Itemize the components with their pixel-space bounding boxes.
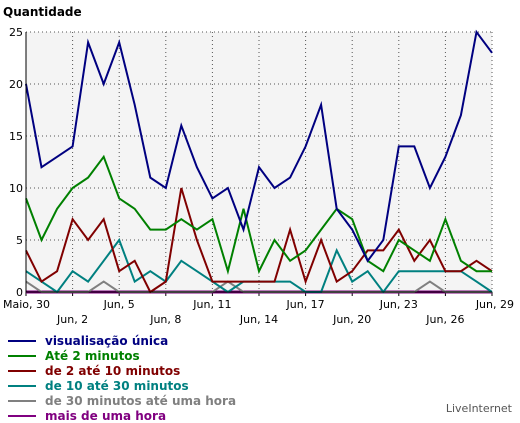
x-tick-label: Jun, 29 <box>475 298 514 311</box>
y-tick-label: 25 <box>9 26 23 39</box>
legend-label: de 30 minutos até uma hora <box>45 393 237 408</box>
legend-swatch <box>8 399 36 402</box>
series-line-1 <box>25 29 493 263</box>
x-tick-labels: Maio, 30 Jun, 2 Jun, 5 Jun, 8 Jun, 11 Jun, 14… <box>3 292 514 326</box>
legend-swatch <box>8 354 36 357</box>
y-tick-label: 0 <box>16 286 23 299</box>
x-tick-label: Maio, 30 <box>3 298 50 311</box>
credit-label: LiveInternet <box>445 402 512 415</box>
y-tick-label: 10 <box>9 182 23 195</box>
x-tick-label: Jun, 14 <box>239 313 278 326</box>
y-axis-title: Quantidade <box>3 5 82 19</box>
legend-item: visualisação única <box>8 333 236 348</box>
x-tick-label: Jun, 5 <box>103 298 135 311</box>
legend-item: Até 2 minutos <box>8 348 236 363</box>
x-tick-label: Jun, 23 <box>379 298 418 311</box>
y-tick-label: 20 <box>9 78 23 91</box>
series-line-3 <box>25 187 493 294</box>
x-tick-label: Jun, 17 <box>286 298 325 311</box>
series-line-2 <box>25 154 492 275</box>
legend-swatch <box>8 384 36 387</box>
legend-label: mais de uma hora <box>45 408 167 423</box>
legend-label: de 2 até 10 minutos <box>45 363 181 378</box>
legend-swatch <box>8 339 36 342</box>
legend-swatch <box>8 369 36 372</box>
y-tick-label: 15 <box>9 130 23 143</box>
legend-item: de 2 até 10 minutos <box>8 363 236 378</box>
grid-lines <box>26 31 493 292</box>
legend-swatch <box>8 414 36 417</box>
legend-item: de 30 minutos até uma hora <box>8 393 236 408</box>
line-chart: Quantidade 0 5 10 15 20 25 Maio, 30 Jun, 2 Jun,… <box>3 5 514 326</box>
y-tick-labels: 0 5 10 15 20 25 <box>9 26 23 299</box>
legend-label: de 10 até 30 minutos <box>45 378 189 393</box>
legend-label: visualisação única <box>45 333 169 348</box>
x-tick-label: Jun, 8 <box>149 313 181 326</box>
legend: visualisação única Até 2 minutos de 2 até … <box>8 333 236 423</box>
x-tick-label: Jun, 11 <box>192 298 231 311</box>
legend-label: Até 2 minutos <box>45 348 140 363</box>
legend-item: mais de uma hora <box>8 408 236 423</box>
legend-item: de 10 até 30 minutos <box>8 378 236 393</box>
x-tick-label: Jun, 20 <box>332 313 371 326</box>
x-tick-label: Jun, 26 <box>425 313 464 326</box>
x-tick-label: Jun, 2 <box>56 313 88 326</box>
y-tick-label: 5 <box>16 234 23 247</box>
